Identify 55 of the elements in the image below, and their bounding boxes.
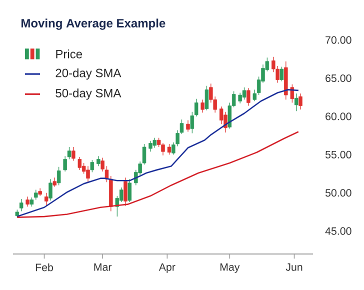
- candlestick: [34, 189, 38, 200]
- y-tick-label: 70.00: [326, 36, 352, 44]
- candlestick: [19, 198, 24, 212]
- candlestick: [252, 89, 257, 102]
- candlestick: [204, 86, 209, 111]
- candlestick: [152, 137, 157, 148]
- candlestick: [78, 156, 82, 170]
- line-series: [16, 89, 300, 218]
- candlestick: [190, 112, 194, 134]
- line-series: [16, 131, 300, 218]
- candlestick: [56, 166, 61, 186]
- candlestick: [167, 144, 172, 155]
- candlestick: [246, 88, 250, 106]
- y-tick-label: 45.00: [325, 227, 352, 235]
- candlestick: [44, 192, 48, 206]
- candlestick: [90, 160, 94, 173]
- legend-label: Price: [56, 50, 82, 58]
- candlestick: [128, 178, 132, 202]
- candlestick: [161, 142, 165, 156]
- candlestick: [298, 93, 302, 110]
- x-tick-label: May: [220, 263, 240, 273]
- y-tick-label: 55.00: [325, 150, 352, 158]
- y-tick-label: 50.00: [325, 189, 352, 197]
- candlestick: [148, 140, 152, 152]
- candlestick: [142, 144, 146, 165]
- candlestick: [86, 166, 90, 184]
- candlestick: [124, 177, 128, 206]
- candlestick: [224, 112, 228, 133]
- candlestick: [194, 98, 198, 117]
- candlestick: [26, 196, 30, 207]
- candlestick: [238, 92, 242, 104]
- y-tick-label: 60.00: [326, 112, 352, 120]
- chart-title: Moving Average Example: [22, 18, 166, 30]
- candlestick: [242, 87, 246, 100]
- candlestick: [280, 66, 284, 82]
- x-tick-label: Mar: [94, 263, 112, 271]
- candlestick: [100, 157, 104, 172]
- x-tick-label: Apr: [158, 263, 176, 273]
- candlestick: [180, 119, 184, 134]
- candlestick: [30, 197, 34, 207]
- y-tick-label: 65.00: [326, 74, 352, 82]
- candlestick: [72, 146, 76, 162]
- candlestick: [290, 84, 294, 104]
- candlestick: [67, 146, 72, 160]
- candlestick: [294, 93, 298, 112]
- x-tick-label: Feb: [36, 263, 53, 272]
- candlestick: [48, 178, 52, 201]
- candlestick: [52, 177, 57, 188]
- candlestick: [200, 99, 204, 113]
- x-tick-label: Jun: [286, 263, 302, 271]
- candlestick: [186, 120, 190, 132]
- legend-label: 50-day SMA: [56, 88, 122, 100]
- candlestick: [96, 156, 100, 166]
- legend-label: 20-day SMA: [56, 68, 122, 80]
- candlestick: [63, 156, 67, 172]
